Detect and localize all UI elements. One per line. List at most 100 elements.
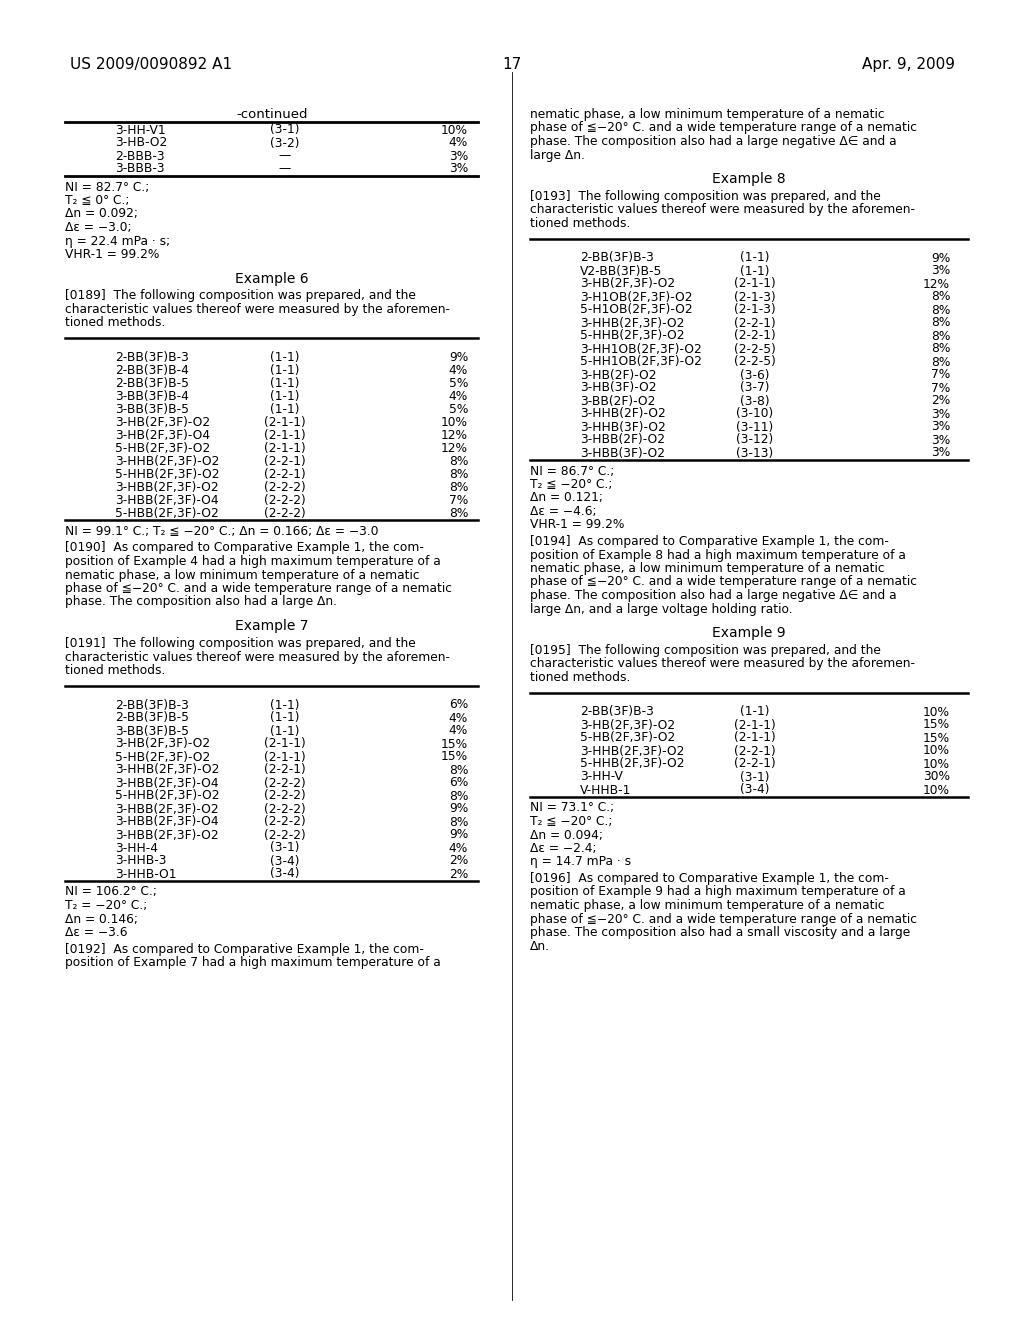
Text: 3%: 3% <box>931 264 950 277</box>
Text: 3-HBB(2F,3F)-O2: 3-HBB(2F,3F)-O2 <box>115 480 219 494</box>
Text: T₂ ≦ 0° C.;: T₂ ≦ 0° C.; <box>65 194 129 207</box>
Text: 3-HBB(2F,3F)-O2: 3-HBB(2F,3F)-O2 <box>115 803 219 816</box>
Text: 6%: 6% <box>449 776 468 789</box>
Text: [0189]  The following composition was prepared, and the: [0189] The following composition was pre… <box>65 289 416 302</box>
Text: position of Example 9 had a high maximum temperature of a: position of Example 9 had a high maximum… <box>530 886 906 899</box>
Text: Δε = −4.6;: Δε = −4.6; <box>530 506 597 517</box>
Text: 12%: 12% <box>441 442 468 455</box>
Text: 9%: 9% <box>931 252 950 264</box>
Text: 6%: 6% <box>449 698 468 711</box>
Text: 5%: 5% <box>449 403 468 416</box>
Text: (3-8): (3-8) <box>740 395 770 408</box>
Text: (3-4): (3-4) <box>270 867 300 880</box>
Text: 7%: 7% <box>931 381 950 395</box>
Text: 3-HH-V: 3-HH-V <box>580 771 623 784</box>
Text: US 2009/0090892 A1: US 2009/0090892 A1 <box>70 57 232 73</box>
Text: 9%: 9% <box>449 351 468 364</box>
Text: 3-BBB-3: 3-BBB-3 <box>115 162 165 176</box>
Text: 2-BB(3F)B-5: 2-BB(3F)B-5 <box>115 711 189 725</box>
Text: 8%: 8% <box>931 342 950 355</box>
Text: Δε = −3.6: Δε = −3.6 <box>65 927 128 939</box>
Text: 3-HBB(3F)-O2: 3-HBB(3F)-O2 <box>580 446 665 459</box>
Text: 7%: 7% <box>449 494 468 507</box>
Text: 8%: 8% <box>931 330 950 342</box>
Text: characteristic values thereof were measured by the aforemen-: characteristic values thereof were measu… <box>530 203 915 216</box>
Text: (2-1-1): (2-1-1) <box>264 738 306 751</box>
Text: 8%: 8% <box>449 789 468 803</box>
Text: 3-HB(2F,3F)-O2: 3-HB(2F,3F)-O2 <box>580 718 675 731</box>
Text: (3-10): (3-10) <box>736 408 773 421</box>
Text: VHR-1 = 99.2%: VHR-1 = 99.2% <box>530 519 625 532</box>
Text: (1-1): (1-1) <box>270 711 300 725</box>
Text: 3-HB-O2: 3-HB-O2 <box>115 136 167 149</box>
Text: 10%: 10% <box>441 416 468 429</box>
Text: nematic phase, a low minimum temperature of a nematic: nematic phase, a low minimum temperature… <box>65 569 420 582</box>
Text: (1-1): (1-1) <box>740 705 770 718</box>
Text: 3-HBB(2F,3F)-O4: 3-HBB(2F,3F)-O4 <box>115 776 219 789</box>
Text: 10%: 10% <box>923 784 950 796</box>
Text: (2-2-1): (2-2-1) <box>734 744 776 758</box>
Text: 3%: 3% <box>931 433 950 446</box>
Text: 5%: 5% <box>449 378 468 389</box>
Text: [0194]  As compared to Comparative Example 1, the com-: [0194] As compared to Comparative Exampl… <box>530 535 889 548</box>
Text: (3-7): (3-7) <box>740 381 770 395</box>
Text: 3-HBB(2F,3F)-O4: 3-HBB(2F,3F)-O4 <box>115 816 219 829</box>
Text: 30%: 30% <box>923 771 950 784</box>
Text: (1-1): (1-1) <box>270 351 300 364</box>
Text: 15%: 15% <box>923 718 950 731</box>
Text: large Δn, and a large voltage holding ratio.: large Δn, and a large voltage holding ra… <box>530 602 793 615</box>
Text: 3-BB(2F)-O2: 3-BB(2F)-O2 <box>580 395 655 408</box>
Text: 2%: 2% <box>449 867 468 880</box>
Text: (2-2-1): (2-2-1) <box>734 758 776 771</box>
Text: (2-1-1): (2-1-1) <box>734 718 776 731</box>
Text: V-HHB-1: V-HHB-1 <box>580 784 632 796</box>
Text: 8%: 8% <box>449 455 468 469</box>
Text: 4%: 4% <box>449 389 468 403</box>
Text: 17: 17 <box>503 57 521 73</box>
Text: 15%: 15% <box>923 731 950 744</box>
Text: V2-BB(3F)B-5: V2-BB(3F)B-5 <box>580 264 663 277</box>
Text: (2-1-3): (2-1-3) <box>734 290 776 304</box>
Text: Δε = −2.4;: Δε = −2.4; <box>530 842 597 855</box>
Text: NI = 73.1° C.;: NI = 73.1° C.; <box>530 801 614 814</box>
Text: (2-2-2): (2-2-2) <box>264 829 306 842</box>
Text: (3-2): (3-2) <box>270 136 300 149</box>
Text: Δn = 0.092;: Δn = 0.092; <box>65 207 138 220</box>
Text: VHR-1 = 99.2%: VHR-1 = 99.2% <box>65 248 160 261</box>
Text: (1-1): (1-1) <box>740 252 770 264</box>
Text: tioned methods.: tioned methods. <box>65 664 165 677</box>
Text: 10%: 10% <box>923 744 950 758</box>
Text: 2-BB(3F)B-3: 2-BB(3F)B-3 <box>580 252 654 264</box>
Text: phase. The composition also had a large Δn.: phase. The composition also had a large … <box>65 595 337 609</box>
Text: (2-2-2): (2-2-2) <box>264 803 306 816</box>
Text: Δn = 0.146;: Δn = 0.146; <box>65 912 138 925</box>
Text: 3%: 3% <box>449 149 468 162</box>
Text: 2-BB(3F)B-4: 2-BB(3F)B-4 <box>115 364 188 378</box>
Text: 8%: 8% <box>931 317 950 330</box>
Text: 3-HBB(2F,3F)-O4: 3-HBB(2F,3F)-O4 <box>115 494 219 507</box>
Text: 5-HHB(2F,3F)-O2: 5-HHB(2F,3F)-O2 <box>580 330 684 342</box>
Text: (1-1): (1-1) <box>270 403 300 416</box>
Text: 4%: 4% <box>449 842 468 854</box>
Text: 5-H1OB(2F,3F)-O2: 5-H1OB(2F,3F)-O2 <box>580 304 692 317</box>
Text: NI = 86.7° C.;: NI = 86.7° C.; <box>530 465 614 478</box>
Text: Example 9: Example 9 <box>712 626 785 640</box>
Text: (2-2-2): (2-2-2) <box>264 507 306 520</box>
Text: (2-1-1): (2-1-1) <box>734 277 776 290</box>
Text: (1-1): (1-1) <box>740 264 770 277</box>
Text: 8%: 8% <box>449 816 468 829</box>
Text: (2-2-1): (2-2-1) <box>264 763 306 776</box>
Text: 4%: 4% <box>449 136 468 149</box>
Text: (1-1): (1-1) <box>270 364 300 378</box>
Text: 9%: 9% <box>449 829 468 842</box>
Text: 5-HHB(2F,3F)-O2: 5-HHB(2F,3F)-O2 <box>115 789 219 803</box>
Text: 10%: 10% <box>441 124 468 136</box>
Text: 3-H1OB(2F,3F)-O2: 3-H1OB(2F,3F)-O2 <box>580 290 692 304</box>
Text: (2-1-1): (2-1-1) <box>264 416 306 429</box>
Text: (2-1-1): (2-1-1) <box>264 442 306 455</box>
Text: 3-HBB(2F,3F)-O2: 3-HBB(2F,3F)-O2 <box>115 829 219 842</box>
Text: nematic phase, a low minimum temperature of a nematic: nematic phase, a low minimum temperature… <box>530 562 885 576</box>
Text: Example 7: Example 7 <box>236 619 309 634</box>
Text: (2-2-2): (2-2-2) <box>264 480 306 494</box>
Text: nematic phase, a low minimum temperature of a nematic: nematic phase, a low minimum temperature… <box>530 899 885 912</box>
